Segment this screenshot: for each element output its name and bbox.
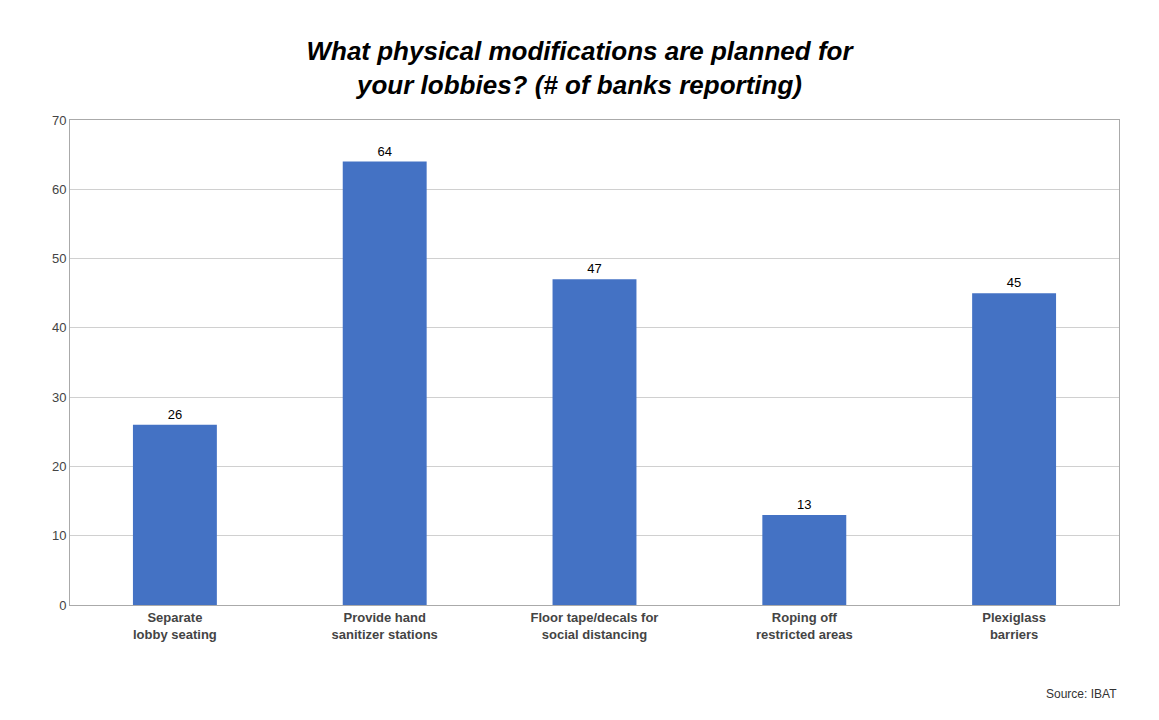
svg-text:50: 50 — [52, 251, 66, 266]
svg-text:Source: IBAT: Source: IBAT — [1046, 687, 1117, 701]
svg-text:20: 20 — [52, 459, 66, 474]
svg-text:Separatelobby seating: Separatelobby seating — [133, 610, 217, 642]
svg-text:64: 64 — [377, 144, 391, 159]
svg-text:70: 70 — [52, 113, 66, 128]
svg-text:Plexiglassbarriers: Plexiglassbarriers — [982, 610, 1046, 642]
svg-text:Floor tape/decals forsocial di: Floor tape/decals forsocial distancing — [531, 610, 659, 642]
svg-text:10: 10 — [52, 528, 66, 543]
svg-text:47: 47 — [587, 261, 601, 276]
svg-text:Roping offrestricted areas: Roping offrestricted areas — [756, 610, 853, 642]
svg-text:40: 40 — [52, 320, 66, 335]
svg-text:45: 45 — [1007, 275, 1021, 290]
svg-text:What physical modifications ar: What physical modifications are planned … — [306, 36, 854, 100]
svg-text:60: 60 — [52, 182, 66, 197]
svg-text:13: 13 — [797, 497, 811, 512]
svg-text:26: 26 — [168, 407, 182, 422]
svg-text:30: 30 — [52, 390, 66, 405]
svg-text:0: 0 — [59, 598, 66, 613]
svg-text:Provide handsanitizer stations: Provide handsanitizer stations — [332, 610, 438, 642]
